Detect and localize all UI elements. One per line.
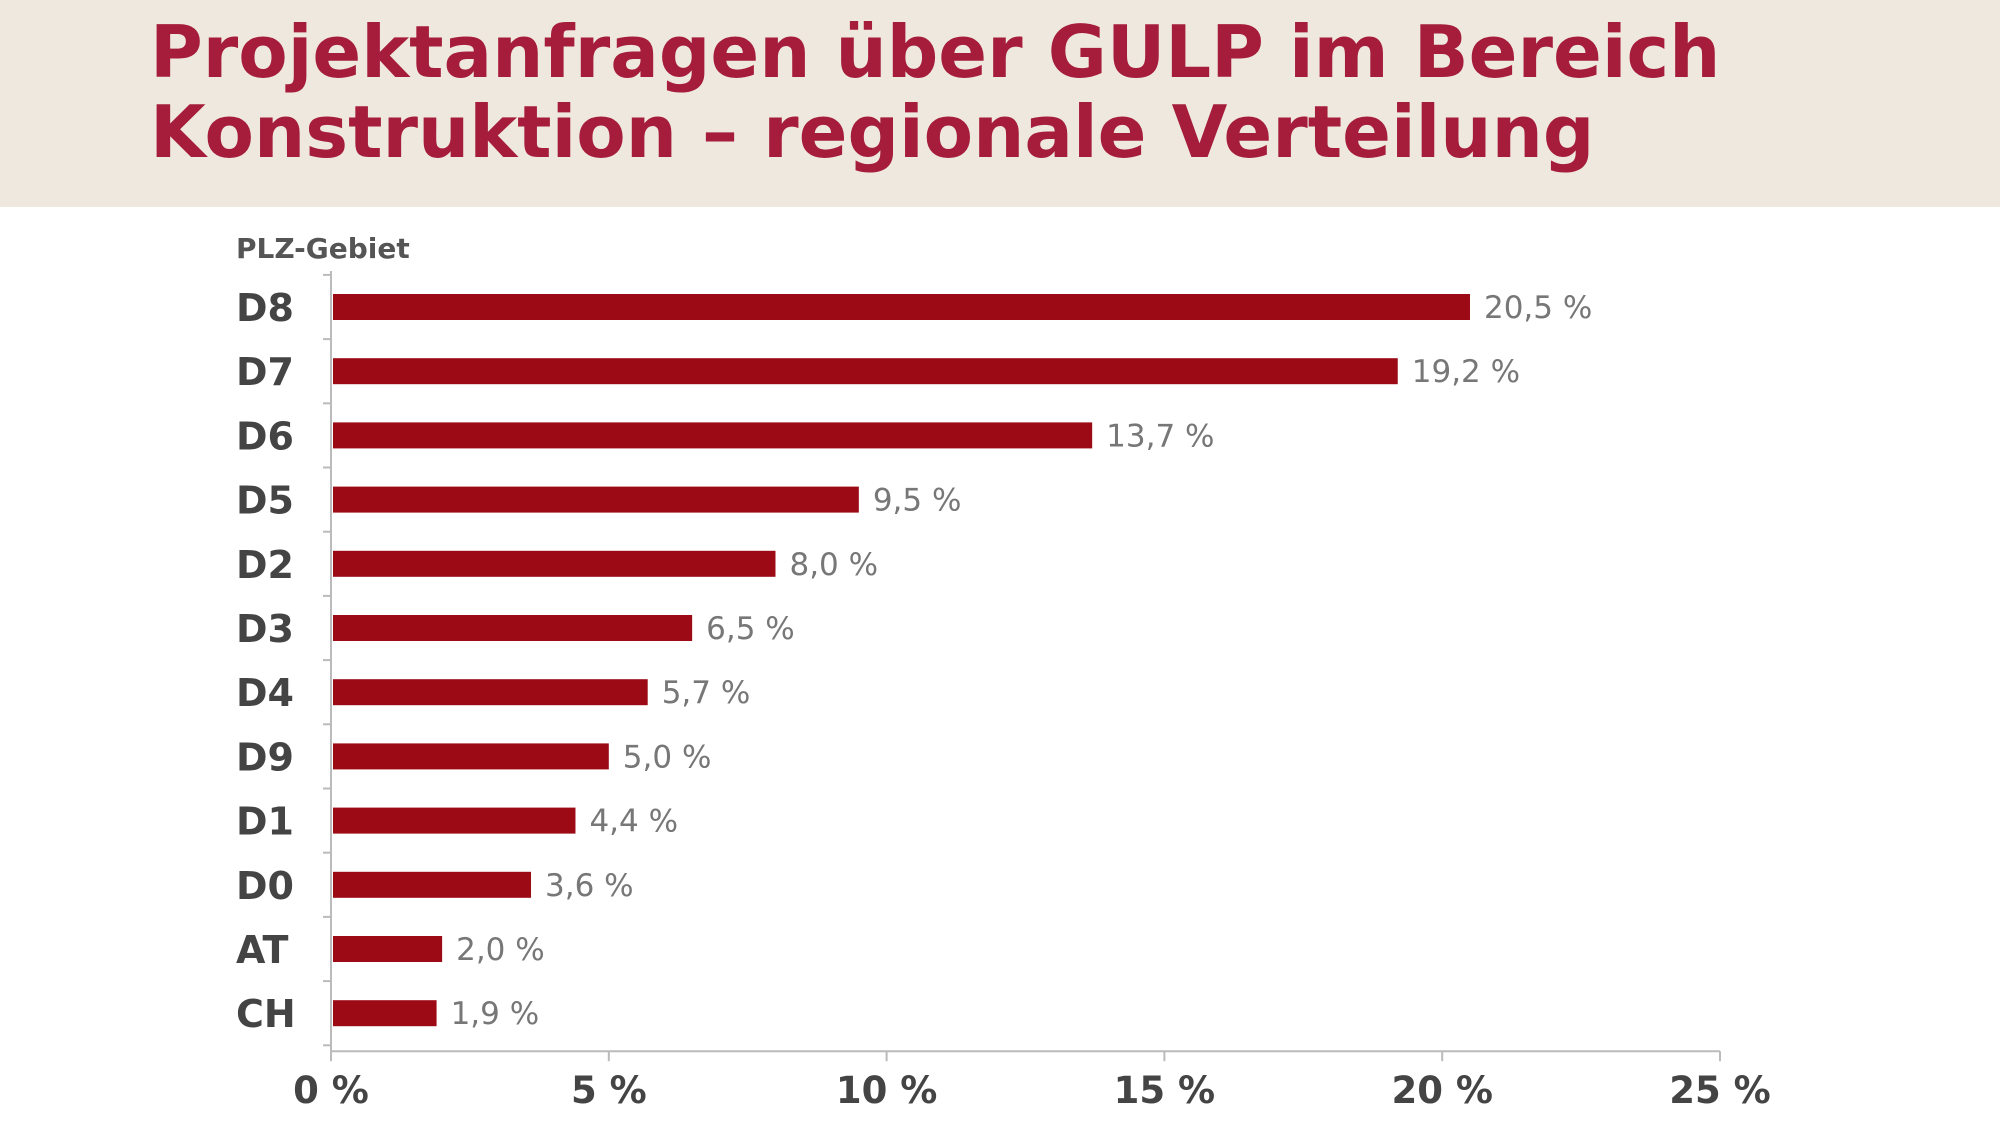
x-tick-label: 25 %: [1669, 1069, 1770, 1112]
data-label: 6,5 %: [706, 611, 795, 647]
category-label: D0: [236, 864, 294, 908]
category-label: D9: [236, 735, 294, 779]
chart-area: PLZ-Gebiet D8 20,5 % D7 19,2 % D6 13,7 % D5 9,5 …: [0, 207, 2000, 1125]
data-label: 4,4 %: [589, 804, 678, 840]
data-label: 3,6 %: [545, 868, 634, 904]
category-label: D2: [236, 543, 294, 587]
bar-d1: [333, 807, 576, 834]
data-label: 8,0 %: [789, 547, 878, 583]
data-label: 5,7 %: [662, 675, 751, 711]
category-label: CH: [236, 992, 296, 1036]
category-label: AT: [236, 928, 288, 972]
category-label: D4: [236, 671, 294, 715]
bar-chart: PLZ-Gebiet D8 20,5 % D7 19,2 % D6 13,7 % D5 9,5 …: [236, 232, 1771, 1112]
data-label: 9,5 %: [873, 483, 962, 519]
title-line-1: Projektanfragen über GULP im Bereich: [150, 10, 1721, 94]
data-label: 5,0 %: [623, 739, 712, 775]
data-label: 13,7 %: [1106, 418, 1214, 454]
header-banner: Projektanfragen über GULP im Bereich Kon…: [0, 0, 2000, 207]
bar-at: [333, 936, 443, 962]
category-label: D5: [236, 479, 294, 523]
bar-d2: [333, 550, 776, 577]
data-label: 2,0 %: [456, 932, 545, 968]
bar-d5: [333, 486, 859, 513]
title-line-2: Konstruktion – regionale Verteilung: [150, 90, 1595, 174]
bar-d9: [333, 743, 609, 770]
bar-d7: [333, 358, 1398, 385]
bar-ch: [333, 1000, 437, 1027]
category-label: D8: [236, 286, 294, 330]
data-label: 19,2 %: [1412, 354, 1520, 390]
bar-d0: [333, 871, 532, 898]
page-title: Projektanfragen über GULP im Bereich Kon…: [150, 12, 1720, 172]
bar-d4: [333, 679, 648, 706]
category-label: D6: [236, 414, 294, 458]
x-tick-label: 10 %: [836, 1069, 937, 1112]
x-tick-label: 5 %: [571, 1069, 647, 1112]
y-axis-title: PLZ-Gebiet: [236, 232, 410, 265]
x-tick-label: 20 %: [1391, 1069, 1492, 1112]
bar-d8: [333, 294, 1470, 320]
x-tick-label: 0 %: [293, 1069, 369, 1112]
category-label: D3: [236, 607, 294, 651]
bar-d3: [333, 615, 693, 641]
x-tick-label: 15 %: [1114, 1069, 1215, 1112]
data-label: 20,5 %: [1484, 290, 1592, 326]
category-label: D1: [236, 800, 294, 844]
bar-d6: [333, 422, 1093, 449]
category-label: D7: [236, 350, 294, 394]
data-label: 1,9 %: [451, 996, 540, 1032]
